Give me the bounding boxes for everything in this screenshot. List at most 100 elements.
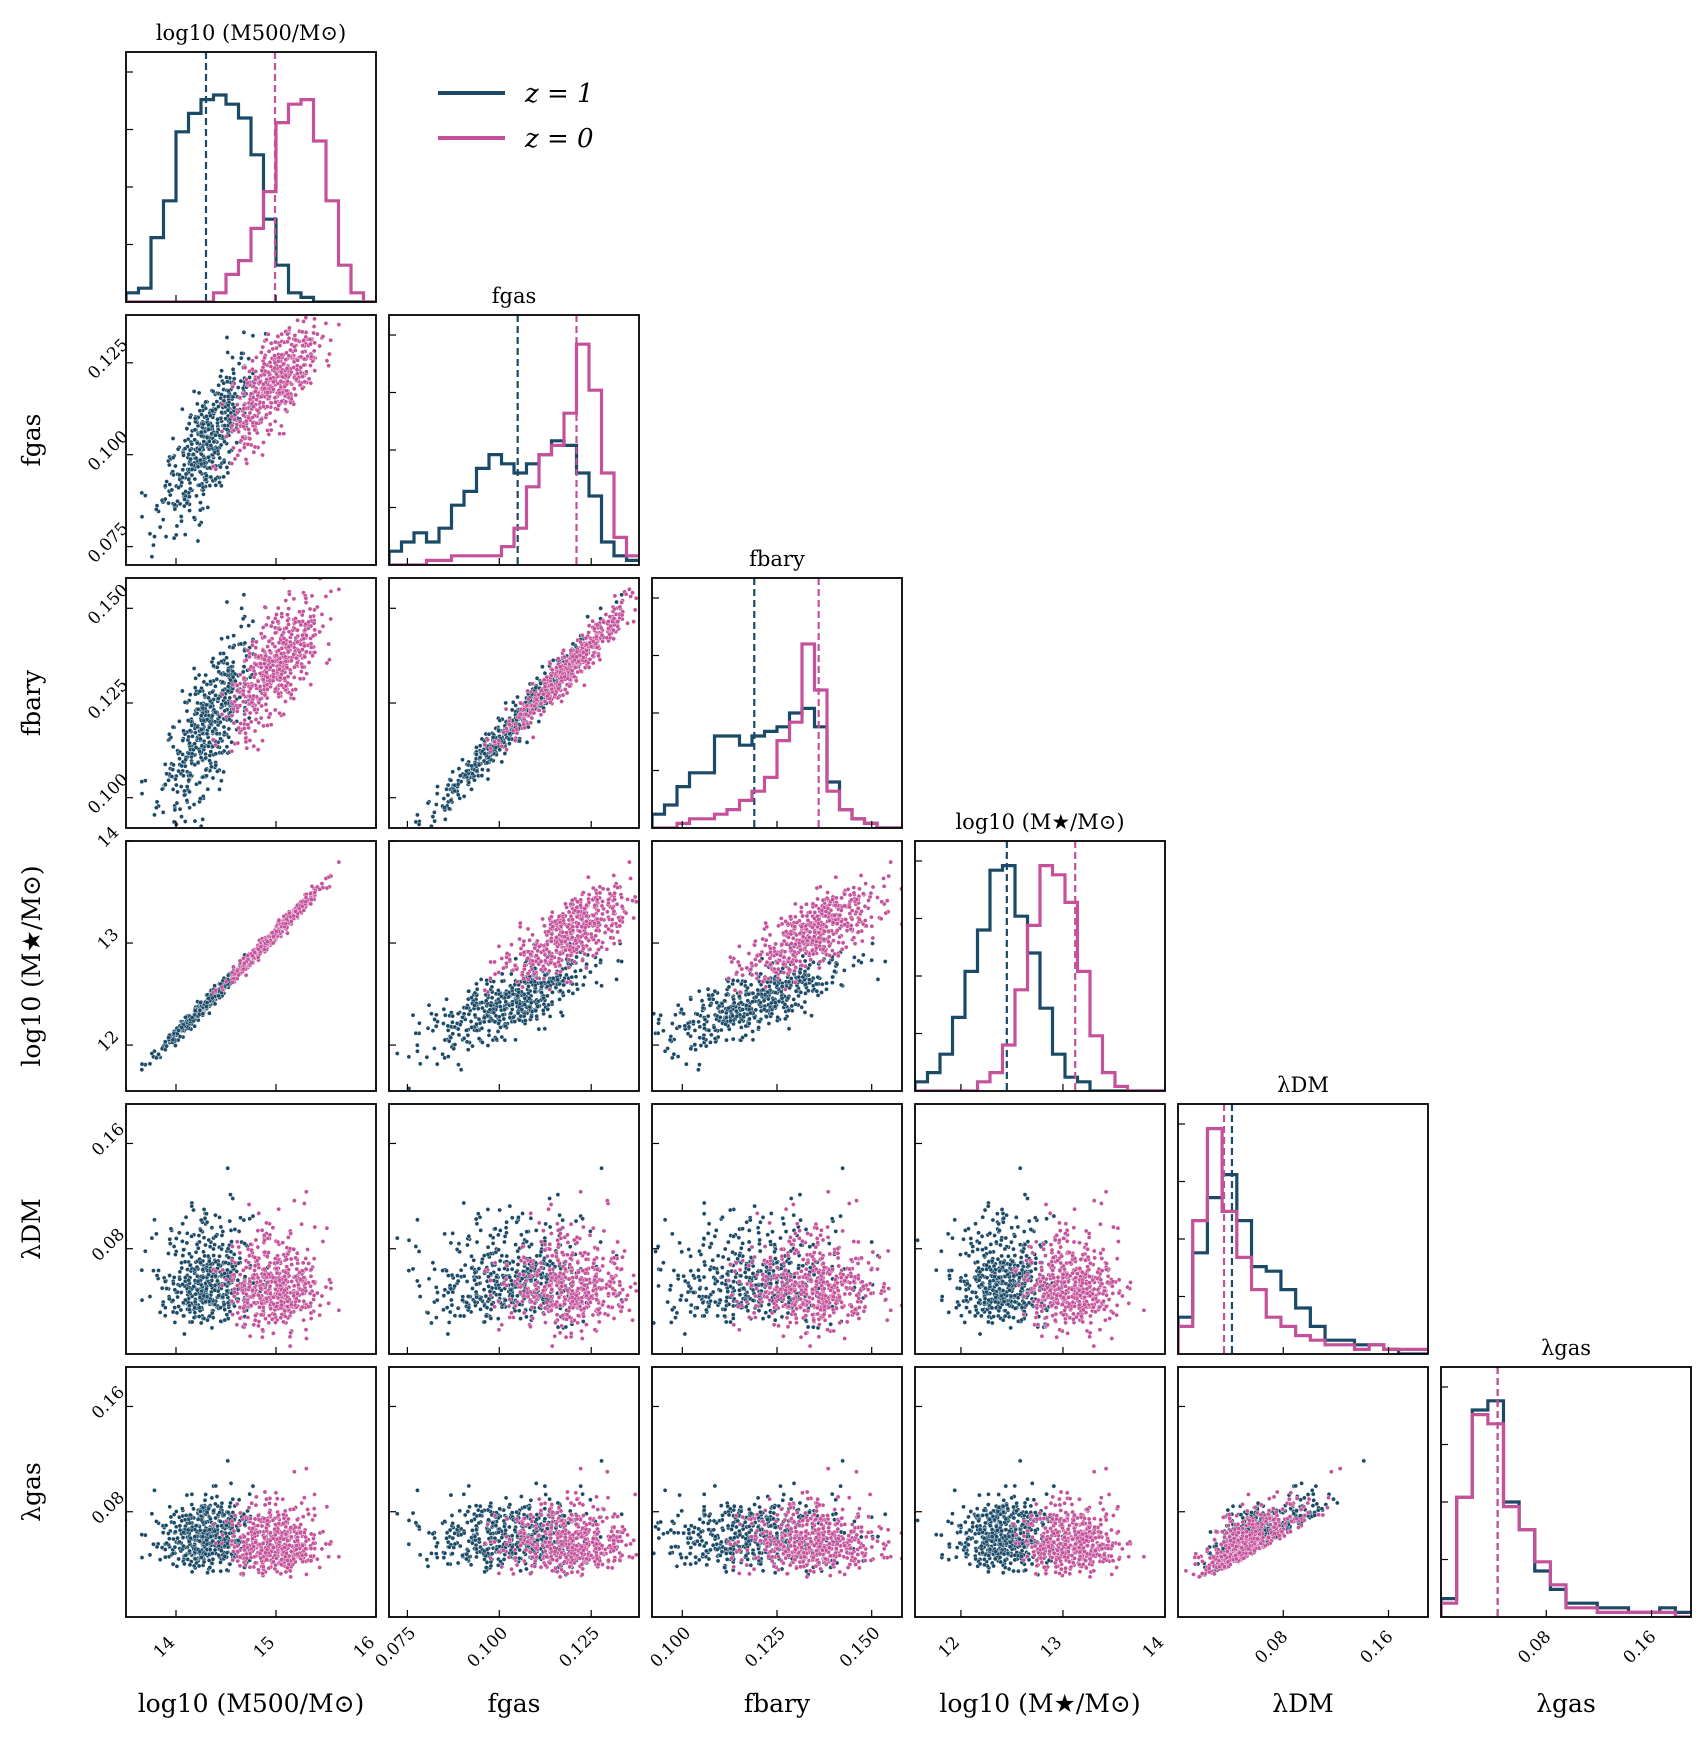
- point-z1: [226, 389, 230, 393]
- point-z1: [226, 471, 230, 475]
- point-z1: [239, 356, 243, 360]
- point-z1: [171, 473, 175, 477]
- point-z1: [239, 379, 243, 383]
- point-z1: [218, 374, 222, 378]
- point-z1: [152, 534, 156, 538]
- panel-title: log10 (M500/M⊙): [156, 21, 346, 45]
- point-z0: [261, 440, 265, 444]
- point-z1: [196, 539, 200, 543]
- point-z0: [221, 402, 225, 406]
- point-z0: [307, 377, 311, 381]
- point-z1: [208, 414, 212, 418]
- point-z1: [183, 446, 187, 450]
- point-z1: [198, 458, 202, 462]
- point-z1: [143, 493, 147, 497]
- point-z1: [230, 355, 234, 359]
- point-z1: [198, 409, 202, 413]
- point-z0: [233, 457, 237, 461]
- point-z0: [260, 453, 264, 457]
- point-z0: [238, 396, 242, 400]
- point-z1: [165, 479, 169, 483]
- point-z1: [201, 404, 205, 408]
- point-z1: [206, 455, 210, 459]
- point-z1: [215, 399, 219, 403]
- point-z1: [167, 463, 171, 467]
- point-z1: [197, 391, 201, 395]
- point-z0: [231, 446, 235, 450]
- point-z1: [158, 525, 162, 529]
- point-z1: [201, 422, 205, 426]
- point-z1: [194, 494, 198, 498]
- point-z1: [183, 439, 187, 443]
- point-z0: [329, 338, 333, 342]
- point-z1: [187, 495, 191, 499]
- point-z1: [182, 504, 186, 508]
- point-z1: [208, 484, 212, 488]
- point-z0: [301, 319, 305, 323]
- point-z1: [225, 380, 229, 384]
- point-z1: [214, 477, 218, 481]
- point-z0: [308, 363, 312, 367]
- point-z1: [201, 492, 205, 496]
- point-z1: [226, 350, 230, 354]
- point-z1: [195, 402, 199, 406]
- point-z1: [182, 463, 186, 467]
- point-z1: [240, 351, 244, 355]
- point-z1: [216, 405, 220, 409]
- point-z0: [220, 429, 224, 433]
- point-z1: [211, 389, 215, 393]
- point-z1: [181, 468, 185, 472]
- point-z0: [230, 461, 234, 465]
- point-z0: [261, 345, 265, 349]
- point-z1: [184, 489, 188, 493]
- point-z1: [204, 414, 208, 418]
- point-z1: [184, 472, 188, 476]
- point-z1: [171, 455, 175, 459]
- point-z1: [219, 392, 223, 396]
- point-z1: [226, 394, 230, 398]
- point-z1: [207, 427, 211, 431]
- point-z1: [225, 335, 229, 339]
- point-z0: [315, 332, 319, 336]
- panels-layer: log10 (M500/M⊙)0.0750.1000.125fgasfgas0.…: [17, 21, 1691, 1718]
- point-z1: [195, 441, 199, 445]
- point-z1: [185, 426, 189, 430]
- point-z1: [222, 460, 226, 464]
- point-z1: [163, 484, 167, 488]
- point-z1: [205, 435, 209, 439]
- point-z1: [204, 477, 208, 481]
- point-z1: [210, 460, 214, 464]
- point-z1: [197, 447, 201, 451]
- point-z1: [172, 536, 176, 540]
- point-z0: [312, 349, 316, 353]
- point-z1: [161, 518, 165, 522]
- point-z1: [168, 493, 172, 497]
- point-z1: [179, 514, 183, 518]
- point-z1: [188, 448, 192, 452]
- point-z1: [173, 503, 177, 507]
- point-z1: [193, 566, 197, 570]
- point-z1: [188, 415, 192, 419]
- point-z1: [247, 357, 251, 361]
- point-z1: [198, 501, 202, 505]
- point-z1: [206, 423, 210, 427]
- point-z1: [214, 483, 218, 487]
- point-z0: [238, 448, 242, 452]
- point-z1: [180, 407, 184, 411]
- point-z1: [215, 417, 219, 421]
- point-z1: [232, 371, 236, 375]
- point-z1: [187, 422, 191, 426]
- histogram-z1: [126, 95, 376, 302]
- point-z1: [180, 480, 184, 484]
- point-z1: [164, 535, 168, 539]
- point-z1: [219, 443, 223, 447]
- point-z0: [296, 318, 300, 322]
- point-z1: [204, 474, 208, 478]
- point-z1: [213, 451, 217, 455]
- point-z1: [224, 375, 228, 379]
- point-z1: [231, 395, 235, 399]
- point-z1: [190, 442, 194, 446]
- point-z1: [198, 470, 202, 474]
- point-z1: [187, 452, 191, 456]
- point-z1: [183, 532, 187, 536]
